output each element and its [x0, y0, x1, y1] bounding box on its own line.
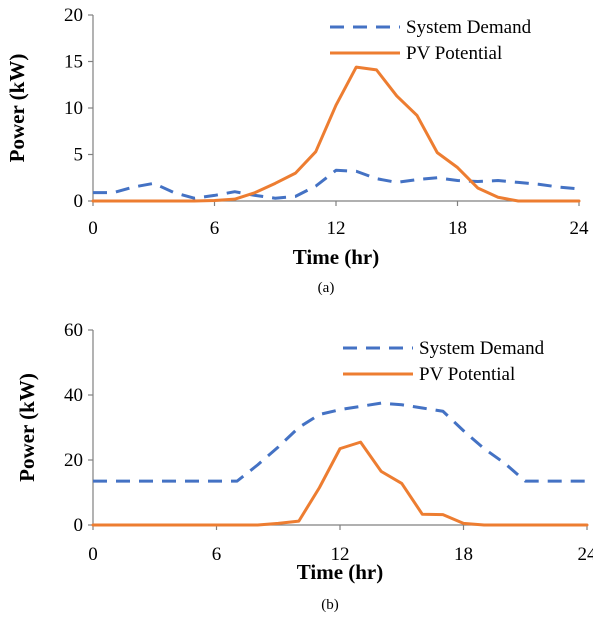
panel-caption: (b) [321, 597, 339, 613]
x-tick-label: 0 [88, 544, 98, 565]
panel-caption: (a) [318, 280, 335, 296]
legend-label: PV Potential [406, 43, 502, 64]
y-tick-label: 40 [64, 385, 83, 406]
x-tick-label: 24 [578, 544, 593, 565]
x-tick-label: 6 [210, 218, 220, 239]
y-tick-label: 5 [74, 145, 84, 166]
y-axis-label: Power (kW) [15, 373, 39, 482]
x-tick-label: 24 [570, 218, 590, 239]
y-tick-label: 15 [64, 52, 83, 73]
x-tick-label: 12 [331, 544, 350, 565]
y-tick-label: 20 [64, 5, 83, 26]
x-tick-label: 6 [212, 544, 222, 565]
legend-label: System Demand [419, 338, 545, 359]
pv-potential-line [91, 65, 581, 203]
chart-panel-b: 0 20 40 60 0 6 12 18 24 Time (hr) Power (kW) System… [15, 320, 593, 613]
chart-panel-a: 0 5 10 15 20 0 6 12 18 24 Time (hr) Power (kW) Syste… [5, 5, 589, 296]
legend-label: PV Potential [419, 364, 515, 385]
y-tick-label: 0 [74, 515, 84, 536]
x-tick-label: 0 [88, 218, 98, 239]
x-axis-label: Time (hr) [293, 245, 380, 269]
y-axis-label: Power (kW) [5, 54, 29, 163]
x-tick-label: 18 [448, 218, 467, 239]
y-tick-label: 20 [64, 450, 83, 471]
legend-label: System Demand [406, 17, 532, 38]
y-tick-label: 10 [64, 98, 83, 119]
system-demand-line [93, 401, 587, 483]
y-tick-label: 0 [74, 191, 84, 212]
system-demand-line [93, 168, 580, 200]
y-tick-label: 60 [64, 320, 83, 341]
x-tick-label: 18 [454, 544, 473, 565]
x-tick-label: 12 [327, 218, 346, 239]
x-axis-label: Time (hr) [297, 560, 384, 584]
pv-potential-line [91, 440, 589, 527]
